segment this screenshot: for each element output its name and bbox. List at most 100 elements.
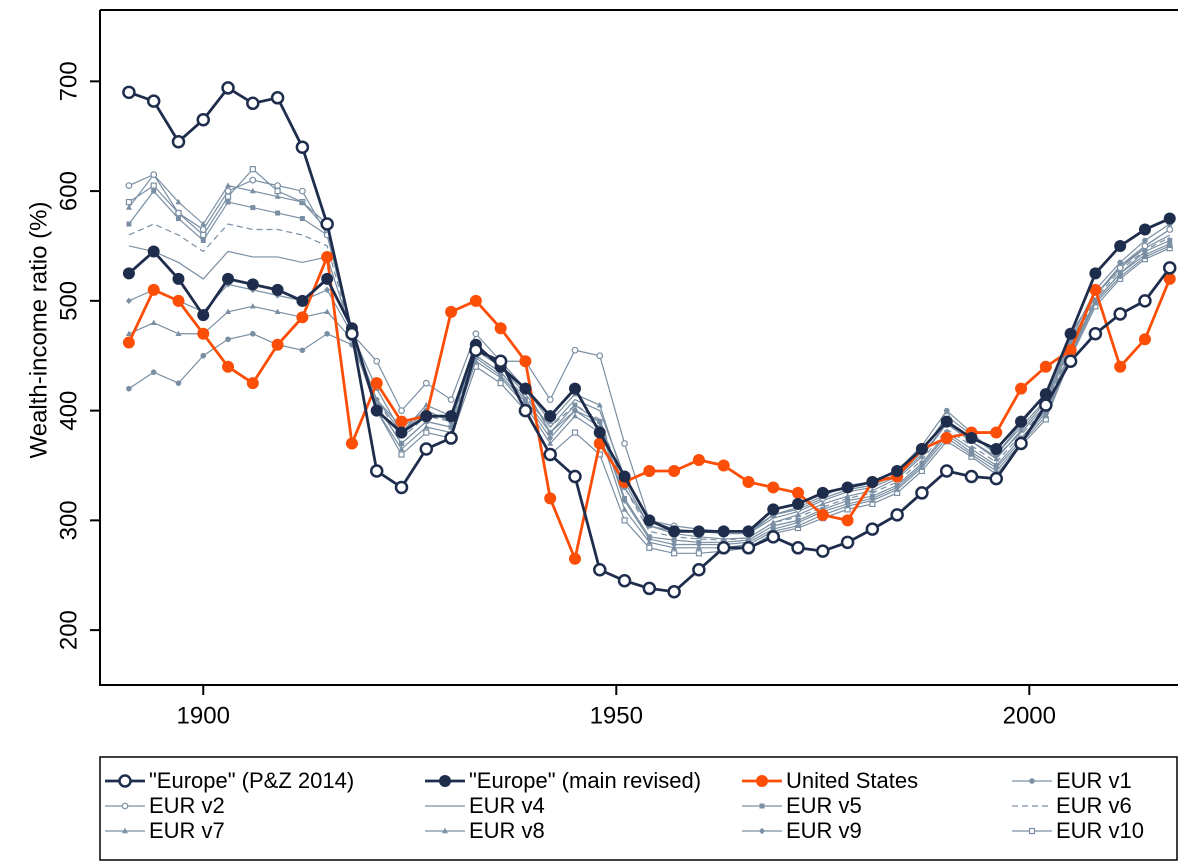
marker: [1138, 223, 1151, 236]
marker: [965, 432, 978, 445]
marker: [767, 503, 780, 516]
marker: [593, 563, 607, 577]
series-line: [128, 173, 1171, 532]
marker: [442, 827, 448, 834]
marker: [274, 308, 281, 315]
marker: [816, 544, 830, 558]
marker: [593, 426, 606, 439]
marker: [671, 544, 678, 551]
marker: [692, 525, 705, 538]
series-line: [128, 168, 1170, 554]
marker: [841, 481, 854, 494]
marker: [1014, 436, 1028, 451]
marker: [1162, 261, 1177, 275]
marker: [668, 464, 681, 477]
marker: [990, 443, 1003, 456]
marker: [671, 541, 678, 548]
marker: [547, 440, 554, 446]
marker: [221, 81, 235, 95]
legend-label: EUR v4: [469, 793, 545, 818]
marker: [742, 525, 755, 538]
marker: [274, 182, 282, 190]
marker: [122, 336, 135, 349]
marker: [993, 462, 999, 468]
marker: [1138, 294, 1152, 308]
y-tick-label: 400: [55, 391, 82, 431]
marker: [493, 354, 508, 368]
marker: [1163, 272, 1176, 285]
marker: [246, 377, 259, 390]
marker: [596, 401, 603, 408]
marker: [298, 187, 306, 195]
marker: [795, 517, 801, 523]
legend-item: EUR v2: [105, 793, 225, 818]
marker: [717, 459, 730, 472]
marker: [125, 297, 132, 305]
marker: [840, 535, 855, 550]
marker: [1142, 237, 1148, 244]
marker: [646, 544, 653, 551]
marker: [324, 308, 331, 315]
marker: [171, 134, 186, 149]
marker: [324, 330, 330, 337]
marker: [546, 396, 554, 404]
marker: [1039, 360, 1052, 373]
marker: [518, 403, 533, 418]
marker: [756, 775, 768, 787]
marker: [918, 464, 925, 470]
series-line: [128, 190, 1170, 543]
marker: [250, 205, 256, 211]
marker: [869, 493, 875, 499]
marker: [126, 385, 132, 392]
marker: [940, 432, 953, 445]
marker: [122, 85, 136, 100]
marker: [1163, 212, 1176, 225]
marker: [147, 245, 160, 258]
legend-item: EUR v6: [1012, 793, 1132, 818]
marker: [1142, 248, 1148, 254]
marker: [816, 486, 829, 499]
marker: [200, 220, 207, 227]
marker: [222, 360, 235, 373]
marker: [646, 539, 653, 545]
marker: [225, 199, 231, 205]
marker: [151, 188, 157, 194]
legend-item: EUR v10: [1012, 818, 1144, 843]
marker: [717, 525, 730, 538]
marker: [544, 410, 557, 423]
marker: [1166, 226, 1174, 233]
marker: [1141, 242, 1149, 250]
legend-label: "Europe" (main revised): [469, 768, 701, 793]
marker: [571, 429, 579, 436]
marker: [373, 396, 380, 403]
marker: [646, 534, 652, 540]
marker: [249, 166, 256, 173]
marker: [915, 443, 928, 456]
marker: [420, 410, 433, 423]
marker: [621, 440, 628, 447]
legend-item: EUR v7: [105, 818, 225, 843]
marker: [439, 775, 451, 787]
marker: [125, 198, 133, 206]
marker: [249, 303, 256, 309]
marker: [759, 803, 765, 809]
marker: [295, 140, 310, 154]
marker: [125, 204, 132, 210]
marker: [696, 539, 702, 545]
marker: [200, 237, 206, 243]
marker: [200, 352, 207, 359]
marker: [1088, 327, 1103, 341]
marker: [249, 187, 256, 194]
marker: [394, 480, 409, 495]
marker: [568, 382, 581, 395]
legend-box: [99, 756, 1178, 861]
marker: [175, 209, 182, 217]
marker: [766, 530, 780, 544]
marker: [494, 322, 507, 335]
marker: [125, 182, 133, 190]
legend-label: EUR v10: [1056, 818, 1144, 843]
marker: [299, 216, 305, 222]
marker: [993, 467, 1000, 474]
marker: [869, 487, 876, 493]
